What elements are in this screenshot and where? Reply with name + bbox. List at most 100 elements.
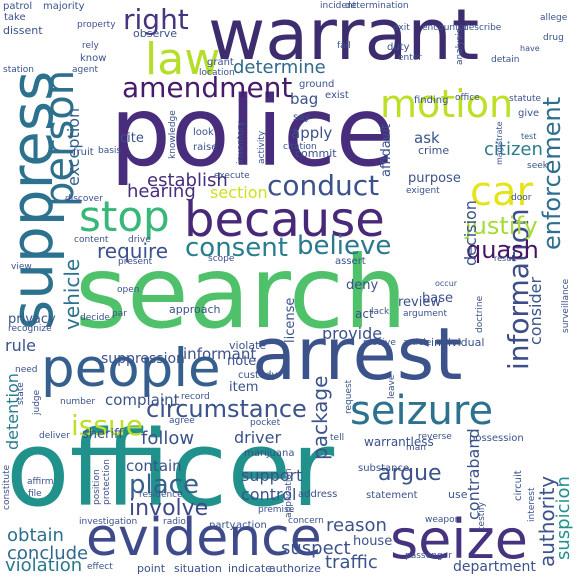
word-constitute: constitute — [2, 464, 12, 510]
word-tell: tell — [330, 433, 345, 443]
word-have: have — [520, 44, 540, 53]
word-driver: driver — [234, 428, 282, 447]
word-drive: drive — [128, 235, 151, 245]
word-interest: interest — [527, 487, 537, 522]
word-file: file — [28, 489, 42, 499]
word-residence: residence — [139, 490, 183, 500]
word-suppression: suppression — [101, 351, 185, 367]
word-encounter: encounter — [422, 23, 468, 33]
word-cite: cite — [120, 131, 144, 146]
word-detain: detain — [491, 55, 520, 65]
word-execute: execute — [214, 171, 250, 181]
word-result: result — [494, 254, 517, 263]
word-position: position — [92, 469, 102, 505]
word-authorize: authorize — [269, 562, 321, 575]
word-determination: determination — [345, 1, 409, 11]
word-provide: provide — [322, 324, 383, 343]
word-amendment: amendment — [122, 71, 293, 104]
word-concern: concern — [288, 516, 324, 526]
word-vehicle: vehicle — [60, 258, 84, 330]
word-duty: duty — [387, 42, 410, 53]
word-conclude: conclude — [7, 543, 89, 564]
word-incident: incident — [320, 1, 357, 11]
word-enforcement: enforcement — [538, 96, 566, 250]
word-justify: justify — [465, 212, 538, 240]
word-test: test — [521, 132, 537, 141]
word-consent: consent — [185, 233, 288, 263]
word-package: package — [308, 375, 332, 460]
word-exist: exist — [325, 90, 349, 101]
word-believe: believe — [297, 231, 392, 261]
word-passenger: passenger — [405, 551, 452, 561]
word-testify: testify — [477, 501, 487, 530]
word-place: place — [129, 470, 199, 500]
word-drug: drug — [543, 33, 564, 43]
word-assert: assert — [335, 256, 366, 267]
word-department: department — [453, 559, 536, 575]
word-seizure: seizure — [350, 388, 494, 434]
word-open: open — [117, 285, 140, 295]
word-record: record — [181, 392, 210, 402]
word-reverse: reverse — [418, 432, 452, 442]
word-look: look — [193, 127, 214, 138]
word-pocket: pocket — [250, 418, 281, 428]
word-leave: leave — [387, 374, 397, 399]
word-review: review — [398, 295, 441, 310]
word-indicate: indicate — [228, 562, 272, 575]
word-receive: receive — [363, 338, 396, 348]
word-allege: allege — [540, 13, 568, 23]
word-determine: determine — [233, 57, 326, 78]
word-fail: fail — [337, 41, 351, 51]
word-location: location — [199, 68, 235, 78]
word-point: point — [137, 562, 166, 575]
word-request: request — [344, 379, 354, 414]
word-arrest: arrest — [252, 312, 463, 396]
word-effect: effect — [87, 562, 113, 572]
word-citizen: citizen — [484, 139, 543, 160]
word-statute: statute — [509, 94, 542, 104]
word-know: know — [80, 53, 107, 64]
word-warrant: warrant — [208, 0, 480, 76]
word-search: search — [75, 234, 408, 351]
word-radio: radio — [163, 517, 186, 527]
word-circuit: circuit — [513, 470, 524, 501]
word-say: say — [293, 112, 311, 123]
word-base: base — [422, 291, 453, 306]
word-door: door — [511, 193, 532, 203]
word-station: station — [3, 65, 34, 75]
word-analysis: analysis — [455, 28, 465, 65]
word-enter: enter — [398, 53, 423, 63]
word-use: use — [448, 488, 468, 501]
word-law: law — [145, 34, 221, 85]
word-decision: decision — [461, 200, 480, 266]
word-exit: exit — [393, 23, 410, 33]
word-finding: finding — [414, 95, 449, 106]
word-agent: agent — [72, 65, 98, 75]
word-citation: citation — [283, 142, 317, 152]
word-house: house — [353, 534, 393, 549]
word-hearing: hearing — [127, 181, 196, 202]
word-dissent: dissent — [3, 24, 43, 37]
word-content: content — [74, 235, 109, 245]
word-bag: bag — [290, 90, 319, 108]
word-present: present — [118, 257, 153, 267]
word-deliver: deliver — [39, 431, 70, 441]
word-violate: violate — [229, 339, 267, 352]
word-crime: crime — [418, 144, 450, 157]
word-informant: informant — [183, 345, 257, 363]
word-require: require — [97, 239, 169, 263]
word-state: state — [16, 382, 26, 405]
word-decide: decide — [80, 313, 110, 323]
word-judge: judge — [32, 389, 42, 415]
word-statement: statement — [366, 490, 418, 501]
word-suspect: suspect — [281, 538, 351, 559]
word-address: address — [298, 489, 338, 500]
word-control: control — [241, 485, 297, 504]
word-rule: rule — [5, 336, 37, 355]
word-privacy: privacy — [8, 312, 56, 327]
word-violation: violation — [5, 555, 83, 576]
word-basis: basis — [98, 146, 122, 156]
word-scope: scope — [208, 254, 235, 264]
word-knowledge: knowledge — [168, 110, 178, 159]
